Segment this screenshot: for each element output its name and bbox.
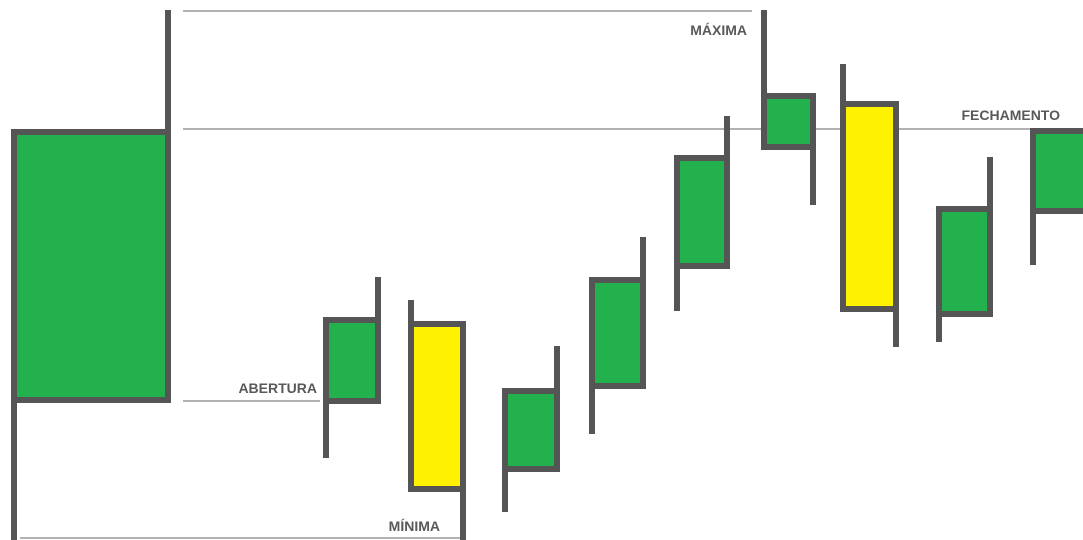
candle-bullish <box>323 277 381 458</box>
label-maxima: MÁXIMA <box>690 22 747 38</box>
candle-large-bullish <box>11 10 171 540</box>
candle-bullish <box>761 10 816 205</box>
candle-bearish <box>840 64 899 347</box>
candle-body <box>408 321 466 492</box>
candle-body <box>589 277 646 389</box>
candle-body <box>1030 128 1083 214</box>
candle-bullish <box>936 157 993 342</box>
candles <box>11 10 1083 540</box>
candle-bullish <box>1030 128 1083 265</box>
candle-body <box>840 101 899 312</box>
labels: MÁXIMA FECHAMENTO ABERTURA MÍNIMA <box>238 22 1060 534</box>
candle-bullish <box>674 116 730 311</box>
candle-body <box>936 206 993 317</box>
candle-body <box>11 129 171 403</box>
candle-body <box>761 93 816 150</box>
candle-bullish <box>589 237 646 434</box>
label-minima: MÍNIMA <box>389 518 440 534</box>
candle-body <box>502 388 560 472</box>
candle-body <box>674 155 730 269</box>
candle-bullish <box>502 346 560 512</box>
label-fechamento: FECHAMENTO <box>961 107 1060 123</box>
candle-body <box>323 317 381 404</box>
candle-bearish <box>408 300 466 540</box>
label-abertura: ABERTURA <box>238 380 317 396</box>
